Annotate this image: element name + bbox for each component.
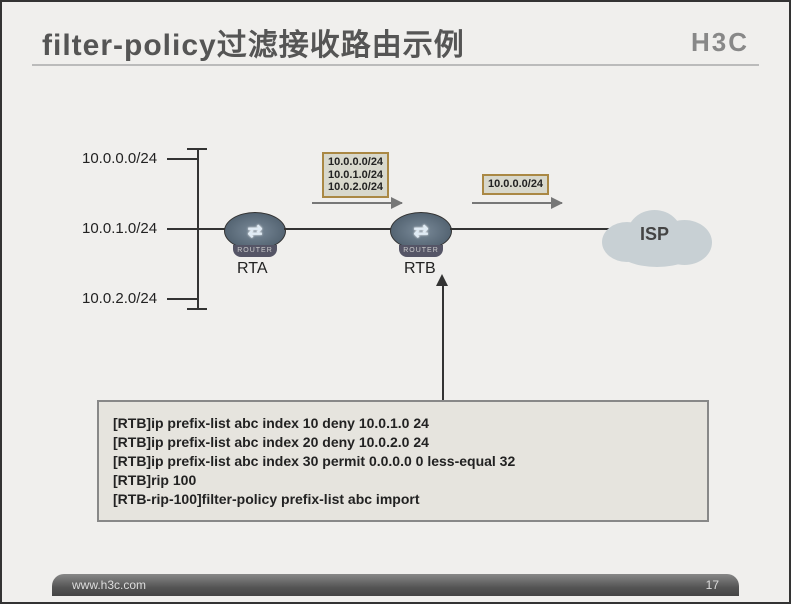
header-divider: [32, 64, 759, 66]
isp-label: ISP: [640, 224, 669, 245]
link-rtb-isp: [450, 228, 610, 230]
brand-logo: H3C: [691, 27, 749, 58]
config-line-3: [RTB]ip prefix-list abc index 30 permit …: [113, 452, 693, 471]
router-arrows-icon: ⇄: [247, 221, 262, 242]
isp-cloud-icon: ISP: [602, 202, 712, 272]
link-bus-rta: [197, 228, 227, 230]
tick-1: [167, 158, 197, 160]
config-box: [RTB]ip prefix-list abc index 10 deny 10…: [97, 400, 709, 522]
config-line-2: [RTB]ip prefix-list abc index 20 deny 10…: [113, 433, 693, 452]
router-rtb-icon: ⇄ ROUTER: [390, 212, 452, 250]
footer-page-number: 17: [706, 578, 719, 592]
network-diagram: 10.0.0.0/24 10.0.1.0/24 10.0.2.0/24 ⇄ RO…: [62, 102, 722, 342]
tick-2: [167, 228, 197, 230]
callout-leader: [442, 284, 444, 400]
config-line-5: [RTB-rip-100]filter-policy prefix-list a…: [113, 490, 693, 509]
network-label-2: 10.0.1.0/24: [82, 220, 157, 237]
router-rta-label: RTA: [237, 260, 268, 278]
router-rta-icon: ⇄ ROUTER: [224, 212, 286, 250]
arrow-adv-2: [472, 202, 562, 204]
router-band: ROUTER: [399, 245, 443, 257]
footer-url: www.h3c.com: [72, 578, 146, 592]
bus-cap-top: [187, 148, 207, 150]
footer-bar: www.h3c.com 17: [52, 574, 739, 596]
tick-3: [167, 298, 197, 300]
network-label-1: 10.0.0.0/24: [82, 150, 157, 167]
router-arrows-icon: ⇄: [413, 221, 428, 242]
bus-cap-bottom: [187, 308, 207, 310]
link-rta-rtb: [284, 228, 392, 230]
config-line-4: [RTB]rip 100: [113, 471, 693, 490]
route-adv-box-2: 10.0.0.0/24: [482, 174, 549, 195]
callout-arrowhead-icon: [436, 274, 448, 286]
router-rtb-label: RTB: [404, 260, 436, 278]
network-label-3: 10.0.2.0/24: [82, 290, 157, 307]
slide-title: filter-policy过滤接收路由示例: [42, 20, 465, 64]
config-line-1: [RTB]ip prefix-list abc index 10 deny 10…: [113, 414, 693, 433]
arrow-adv-1: [312, 202, 402, 204]
router-band: ROUTER: [233, 245, 277, 257]
route-adv-box-1: 10.0.0.0/24 10.0.1.0/24 10.0.2.0/24: [322, 152, 389, 198]
